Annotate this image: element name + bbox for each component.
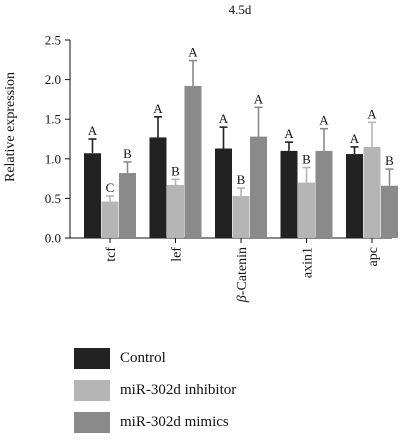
legend-label-inhibitor: miR-302d inhibitor xyxy=(120,382,237,398)
bar xyxy=(84,153,101,238)
significance-letter: A xyxy=(319,113,329,128)
plot-area: 0.00.51.01.52.02.5ACBtcfABAlefABAβ-Caten… xyxy=(45,33,398,303)
bar xyxy=(184,85,202,238)
significance-letter: A xyxy=(153,101,163,116)
bar xyxy=(280,150,298,238)
significance-letter: A xyxy=(88,123,98,138)
legend: Control miR-302d inhibitor miR-302d mimi… xyxy=(74,348,236,444)
bar xyxy=(149,137,167,238)
bar xyxy=(167,184,184,238)
significance-letter: B xyxy=(237,172,246,187)
bar-chart: 4.5d Relative expression 0.0 0.5 1.0 1.5 2.0… xyxy=(3,2,398,303)
bar xyxy=(101,201,119,238)
bar xyxy=(119,173,136,238)
bar xyxy=(250,136,267,238)
y-tick-label: 1.0 xyxy=(45,151,61,166)
y-tick-label: 0.0 xyxy=(45,231,61,246)
legend-label-control: Control xyxy=(120,350,166,366)
bar xyxy=(363,146,381,238)
significance-letter: A xyxy=(219,111,229,126)
legend-item-mimics: miR-302d mimics xyxy=(74,412,236,433)
bar xyxy=(215,148,232,238)
bar xyxy=(298,182,315,238)
chart-title: 4.5d xyxy=(229,2,252,17)
y-tick-label: 0.5 xyxy=(45,191,61,206)
significance-letter: B xyxy=(171,163,180,178)
x-tick-label: axin1 xyxy=(301,247,316,278)
significance-letter: B xyxy=(123,146,132,161)
y-tick-label: 1.5 xyxy=(45,112,61,127)
y-axis-label: Relative expression xyxy=(3,72,18,182)
x-tick-label: apc xyxy=(366,247,381,266)
significance-letter: A xyxy=(254,91,264,106)
bar xyxy=(232,196,250,238)
legend-item-control: Control xyxy=(74,348,236,369)
legend-label-mimics: miR-302d mimics xyxy=(120,414,229,430)
legend-swatch-control xyxy=(74,348,110,369)
significance-letter: B xyxy=(302,152,311,167)
x-tick-label: β-Catenin xyxy=(235,247,250,303)
bar xyxy=(315,150,333,238)
legend-swatch-mimics xyxy=(74,412,110,433)
legend-item-inhibitor: miR-302d inhibitor xyxy=(74,380,236,401)
x-tick-label: tcf xyxy=(104,247,119,262)
y-tick-label: 2.5 xyxy=(45,33,61,48)
significance-letter: B xyxy=(385,153,394,168)
significance-letter: A xyxy=(284,126,294,141)
significance-letter: A xyxy=(350,131,360,146)
y-tick-label: 2.0 xyxy=(45,72,61,87)
x-tick-label: lef xyxy=(170,247,185,262)
bar xyxy=(346,154,363,238)
significance-letter: A xyxy=(188,45,198,60)
legend-swatch-inhibitor xyxy=(74,380,110,401)
bar xyxy=(381,185,398,238)
significance-letter: C xyxy=(106,180,115,195)
significance-letter: A xyxy=(367,106,377,121)
